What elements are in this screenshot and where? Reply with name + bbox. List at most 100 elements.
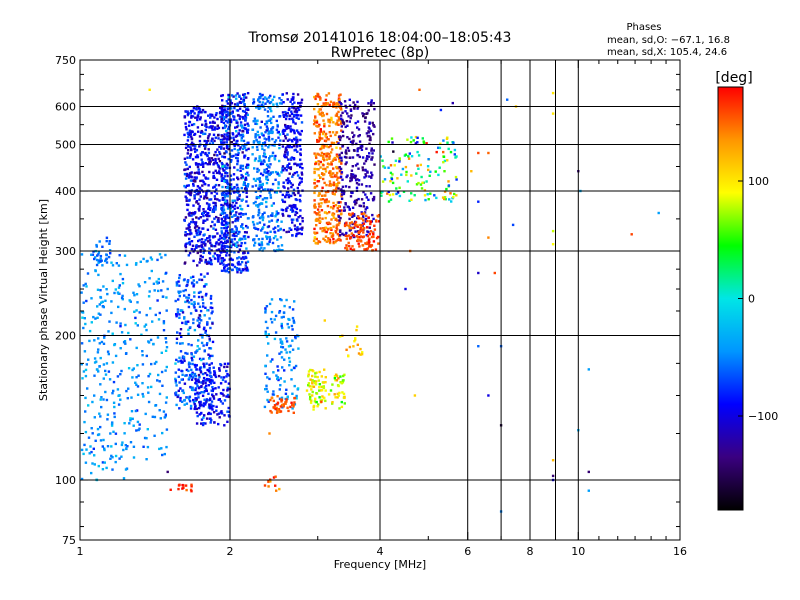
data-point	[184, 288, 187, 292]
data-point	[236, 159, 239, 163]
data-point	[341, 130, 345, 133]
data-point	[132, 291, 135, 294]
data-point	[365, 242, 368, 246]
data-point	[186, 139, 190, 142]
data-point	[236, 162, 239, 166]
data-point	[210, 312, 213, 315]
data-point	[158, 380, 161, 383]
data-point	[337, 142, 340, 145]
data-point	[235, 201, 238, 205]
data-point	[110, 300, 113, 303]
data-point	[223, 135, 226, 139]
data-point	[225, 146, 229, 150]
data-point	[95, 258, 99, 262]
data-point	[274, 154, 277, 158]
data-point	[272, 115, 275, 118]
data-point	[398, 157, 401, 160]
data-point	[155, 280, 158, 283]
data-point	[318, 211, 321, 214]
data-point	[369, 192, 373, 195]
data-point	[197, 112, 200, 115]
data-point	[225, 214, 228, 217]
data-point	[337, 110, 340, 114]
data-point	[296, 174, 300, 177]
data-point	[90, 321, 93, 324]
data-point	[257, 208, 261, 211]
data-point	[240, 208, 244, 211]
data-point	[108, 320, 111, 323]
data-point	[281, 111, 285, 114]
data-point	[282, 403, 285, 406]
data-point	[114, 432, 118, 435]
data-point	[358, 204, 361, 207]
data-point	[204, 110, 207, 114]
data-point	[235, 156, 238, 160]
data-point	[315, 371, 318, 374]
data-point	[203, 398, 206, 401]
data-point	[205, 398, 209, 401]
data-point	[368, 233, 371, 236]
data-point	[161, 295, 165, 298]
data-point	[235, 130, 238, 133]
data-point	[267, 135, 271, 138]
data-point	[330, 161, 333, 164]
data-point	[325, 94, 328, 97]
data-point	[256, 141, 260, 144]
data-point	[183, 115, 187, 119]
data-point	[178, 294, 181, 298]
data-point	[217, 255, 220, 259]
data-point	[331, 192, 335, 195]
data-point	[197, 324, 201, 327]
data-point	[176, 395, 179, 399]
data-point	[264, 364, 267, 368]
data-point	[363, 248, 366, 251]
data-point	[86, 387, 89, 390]
data-point	[195, 177, 198, 180]
data-point	[418, 88, 421, 91]
data-point	[200, 385, 203, 389]
data-point	[300, 180, 303, 183]
data-point	[345, 106, 348, 109]
data-point	[239, 244, 243, 248]
data-point	[324, 194, 327, 197]
data-point	[330, 116, 333, 120]
data-point	[220, 110, 224, 113]
data-point	[195, 281, 199, 284]
data-point	[138, 423, 141, 426]
data-point	[244, 178, 247, 181]
data-point	[220, 161, 224, 165]
data-point	[199, 258, 202, 261]
data-point	[197, 171, 200, 174]
data-point	[296, 186, 299, 190]
data-point	[269, 360, 272, 363]
data-point	[81, 377, 84, 380]
data-point	[263, 231, 267, 234]
data-point	[229, 174, 233, 177]
data-point	[318, 240, 322, 244]
data-point	[319, 176, 322, 179]
data-point	[195, 407, 198, 411]
data-point	[274, 407, 277, 411]
data-point	[267, 333, 270, 336]
data-point	[200, 278, 204, 282]
data-point	[285, 298, 288, 302]
data-point	[192, 285, 195, 288]
data-point	[110, 445, 113, 448]
data-point	[245, 247, 248, 250]
data-point	[371, 156, 374, 159]
data-point	[209, 398, 212, 401]
data-point	[198, 205, 201, 208]
data-point	[299, 165, 302, 169]
data-point	[281, 166, 284, 170]
data-point	[198, 135, 202, 138]
data-point	[293, 384, 296, 388]
data-point	[260, 160, 263, 163]
data-point	[285, 351, 288, 354]
data-point	[107, 330, 110, 333]
data-point	[218, 145, 221, 149]
data-point	[258, 92, 262, 96]
data-point	[404, 153, 408, 156]
data-point	[204, 145, 207, 148]
data-point	[347, 115, 350, 118]
data-point	[235, 97, 238, 100]
